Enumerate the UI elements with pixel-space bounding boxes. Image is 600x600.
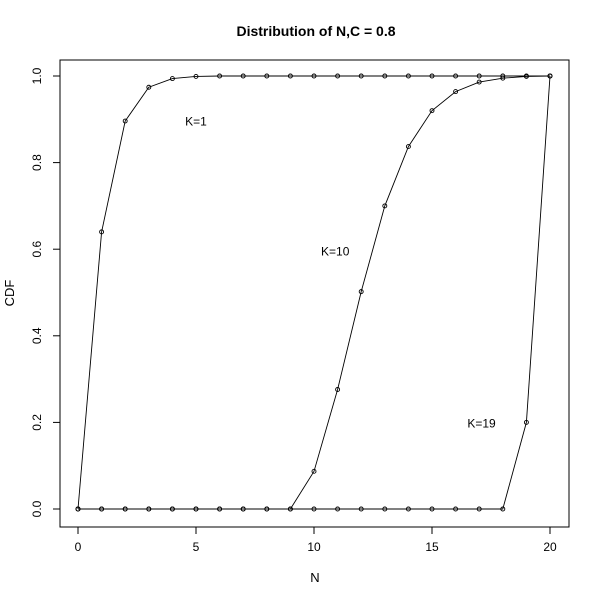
data-point: [429, 108, 435, 114]
data-point: [193, 73, 199, 79]
data-point: [311, 468, 317, 474]
y-tick-label: 0.6: [30, 241, 44, 258]
data-point: [476, 506, 482, 512]
data-point: [382, 506, 388, 512]
data-point: [547, 73, 553, 79]
data-point: [429, 73, 435, 79]
axes: 0 5 10 15 20 0.0 0.2 0.4 0.6 0.8 1.0: [30, 67, 557, 554]
data-point: [500, 506, 506, 512]
annotations: K=1 K=10 K=19: [185, 114, 496, 430]
x-axis-label: N: [310, 570, 319, 585]
data-point: [287, 73, 293, 79]
data-point: [99, 229, 105, 235]
series-line: [77, 75, 550, 510]
x-tick-label: 15: [425, 540, 439, 554]
data-point: [500, 75, 506, 81]
plot-frame: [59, 59, 570, 528]
data-point: [264, 73, 270, 79]
data-point: [523, 419, 529, 425]
data-point: [122, 506, 128, 512]
y-tick-label: 0.2: [30, 414, 44, 431]
data-point: [335, 73, 341, 79]
data-point: [358, 73, 364, 79]
data-point: [382, 73, 388, 79]
data-point: [476, 79, 482, 85]
data-point: [264, 506, 270, 512]
data-point: [169, 506, 175, 512]
series-line: [78, 75, 551, 510]
series-k-10: [75, 73, 553, 512]
series-layer: [75, 73, 553, 512]
data-point: [240, 506, 246, 512]
data-point: [311, 506, 317, 512]
x-tick-label: 10: [307, 540, 321, 554]
data-point: [358, 289, 364, 295]
y-tick-label: 0.0: [30, 500, 44, 517]
data-point: [405, 506, 411, 512]
data-point: [405, 144, 411, 150]
data-point: [311, 73, 317, 79]
y-tick-label: 0.4: [30, 327, 44, 344]
y-axis-label: CDF: [2, 280, 17, 307]
data-point: [99, 506, 105, 512]
y-tick-label: 1.0: [30, 67, 44, 84]
data-point: [453, 73, 459, 79]
data-point: [217, 73, 223, 79]
data-point: [453, 89, 459, 95]
data-point: [476, 73, 482, 79]
x-tick-label: 0: [75, 540, 82, 554]
chart-title: Distribution of N,C = 0.8: [236, 23, 395, 39]
data-point: [429, 506, 435, 512]
data-point: [405, 73, 411, 79]
data-point: [217, 506, 223, 512]
data-point: [453, 506, 459, 512]
data-point: [523, 73, 529, 79]
data-point: [146, 84, 152, 90]
x-tick-label: 5: [193, 540, 200, 554]
data-point: [335, 506, 341, 512]
data-point: [335, 387, 341, 392]
y-tick-label: 0.8: [30, 154, 44, 171]
data-point: [169, 76, 175, 82]
series-line: [78, 75, 551, 510]
data-point: [287, 506, 293, 512]
series-annotation: K=1: [185, 114, 207, 128]
series-annotation: K=10: [321, 244, 350, 258]
x-tick-label: 20: [543, 540, 557, 554]
series-annotation: K=19: [467, 417, 496, 431]
data-point: [358, 506, 364, 512]
data-point: [146, 506, 152, 512]
data-point: [122, 118, 128, 124]
series-k-19: [75, 73, 553, 512]
data-point: [75, 506, 81, 512]
data-point: [240, 73, 246, 79]
series-k-1: [75, 73, 553, 512]
data-point: [382, 203, 388, 209]
data-point: [193, 506, 199, 512]
